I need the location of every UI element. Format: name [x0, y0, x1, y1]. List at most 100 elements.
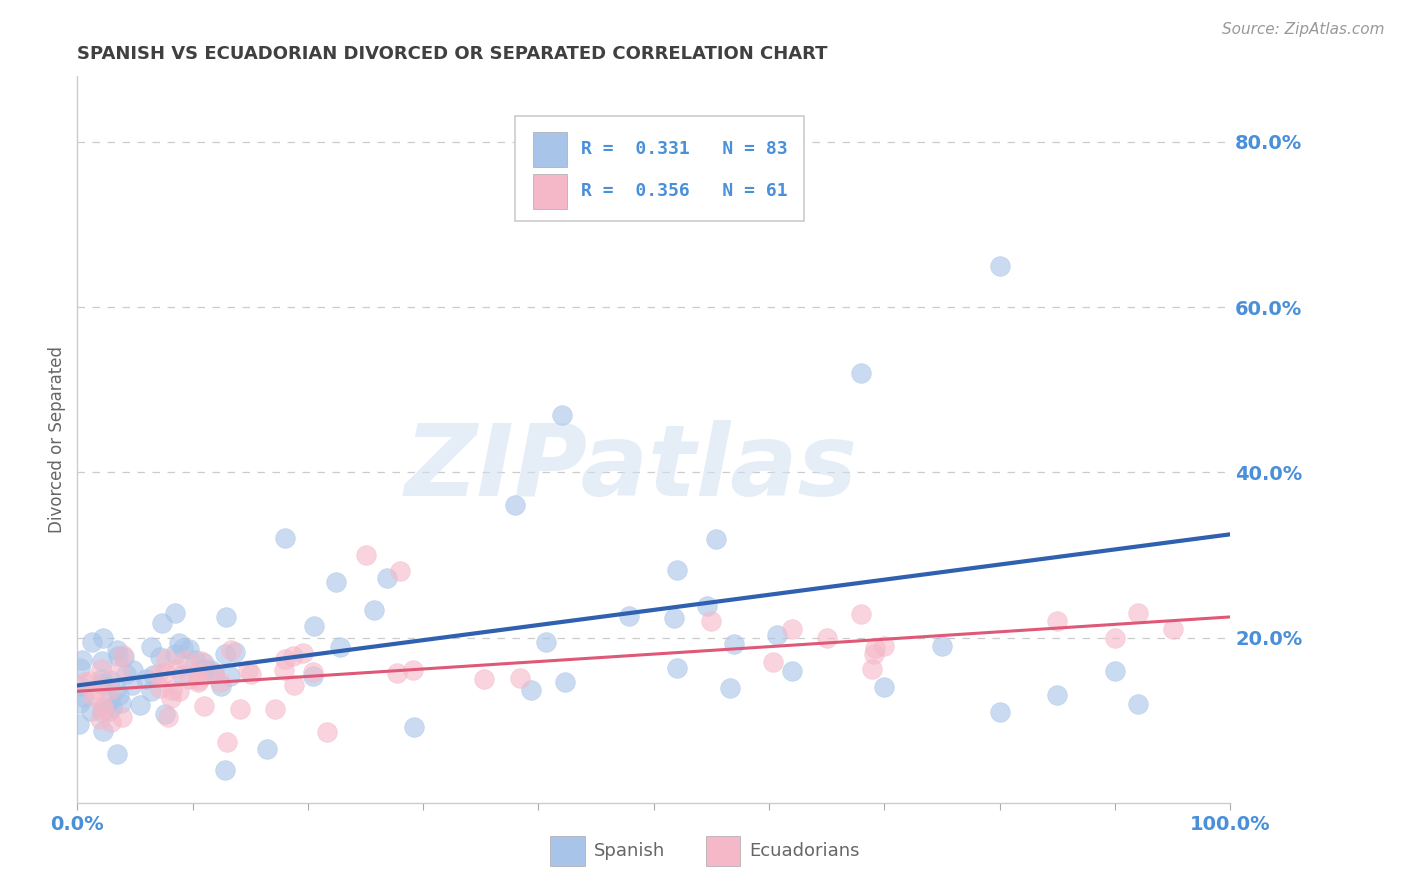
Point: [188, 673, 211, 687]
Point: [860, 662, 883, 676]
Point: [91, 700, 114, 714]
Point: [666, 563, 689, 577]
Point: [780, 664, 803, 678]
Point: [83, 683, 105, 698]
Point: [704, 533, 727, 547]
Point: [329, 640, 352, 654]
Point: [851, 607, 873, 621]
Point: [108, 688, 131, 702]
Point: [402, 663, 425, 677]
Point: [215, 610, 238, 624]
Point: [283, 678, 305, 692]
Point: [851, 366, 873, 380]
FancyBboxPatch shape: [516, 116, 804, 221]
Point: [723, 637, 745, 651]
Point: [550, 408, 572, 422]
Point: [780, 623, 803, 637]
Point: [69, 717, 91, 731]
Point: [139, 640, 162, 654]
Point: [214, 763, 236, 777]
Point: [110, 696, 132, 710]
Point: [179, 672, 201, 686]
Point: [160, 682, 183, 697]
Text: R =  0.331   N = 83: R = 0.331 N = 83: [581, 140, 787, 158]
Point: [863, 647, 886, 661]
Point: [534, 635, 557, 649]
Point: [1126, 697, 1149, 711]
FancyBboxPatch shape: [550, 836, 585, 866]
Point: [98, 705, 121, 719]
Point: [256, 742, 278, 756]
Point: [873, 639, 896, 653]
Point: [82, 689, 104, 703]
Point: [177, 642, 200, 657]
Point: [214, 648, 236, 662]
Point: [363, 603, 385, 617]
Point: [377, 571, 399, 585]
Point: [101, 700, 124, 714]
Point: [160, 690, 183, 705]
Point: [931, 639, 953, 653]
Text: SPANISH VS ECUADORIAN DIVORCED OR SEPARATED CORRELATION CHART: SPANISH VS ECUADORIAN DIVORCED OR SEPARA…: [77, 45, 828, 63]
Point: [100, 714, 122, 729]
Point: [72, 690, 94, 704]
Point: [402, 720, 425, 734]
Point: [519, 683, 541, 698]
Point: [166, 662, 188, 676]
Point: [509, 671, 531, 685]
Point: [187, 674, 209, 689]
Point: [90, 662, 112, 676]
Point: [156, 710, 179, 724]
Point: [1161, 623, 1184, 637]
Point: [1046, 614, 1069, 628]
Point: [153, 665, 176, 680]
Point: [505, 499, 527, 513]
Point: [167, 684, 190, 698]
Point: [1046, 689, 1069, 703]
Point: [90, 654, 112, 668]
Point: [292, 646, 315, 660]
Point: [91, 631, 114, 645]
Point: [301, 669, 323, 683]
Point: [666, 661, 689, 675]
Point: [100, 673, 122, 688]
Point: [172, 641, 194, 656]
Point: [149, 681, 172, 695]
Point: [1104, 631, 1126, 645]
Point: [1104, 664, 1126, 678]
Point: [135, 672, 157, 686]
Point: [325, 575, 347, 590]
Point: [150, 615, 173, 630]
Text: Ecuadorians: Ecuadorians: [749, 842, 860, 860]
Point: [193, 662, 215, 676]
Y-axis label: Divorced or Separated: Divorced or Separated: [48, 346, 66, 533]
FancyBboxPatch shape: [706, 836, 741, 866]
Point: [105, 682, 128, 697]
Point: [193, 656, 215, 670]
Point: [153, 706, 176, 721]
Point: [183, 653, 205, 667]
Point: [554, 674, 576, 689]
Text: ZIPatlas: ZIPatlas: [404, 420, 858, 516]
Point: [163, 648, 186, 662]
Point: [202, 666, 225, 681]
Point: [146, 667, 169, 681]
Point: [90, 705, 112, 719]
Point: [69, 696, 91, 710]
Point: [91, 676, 114, 690]
Point: [167, 636, 190, 650]
Point: [472, 672, 495, 686]
Point: [619, 609, 641, 624]
Point: [988, 705, 1011, 719]
Point: [229, 701, 252, 715]
Text: Spanish: Spanish: [593, 842, 665, 860]
Point: [273, 663, 295, 677]
Point: [91, 701, 114, 715]
Point: [108, 665, 131, 679]
Point: [105, 747, 128, 761]
Point: [873, 680, 896, 694]
Point: [211, 679, 233, 693]
Point: [111, 710, 134, 724]
Text: Source: ZipAtlas.com: Source: ZipAtlas.com: [1222, 22, 1385, 37]
Point: [302, 619, 325, 633]
